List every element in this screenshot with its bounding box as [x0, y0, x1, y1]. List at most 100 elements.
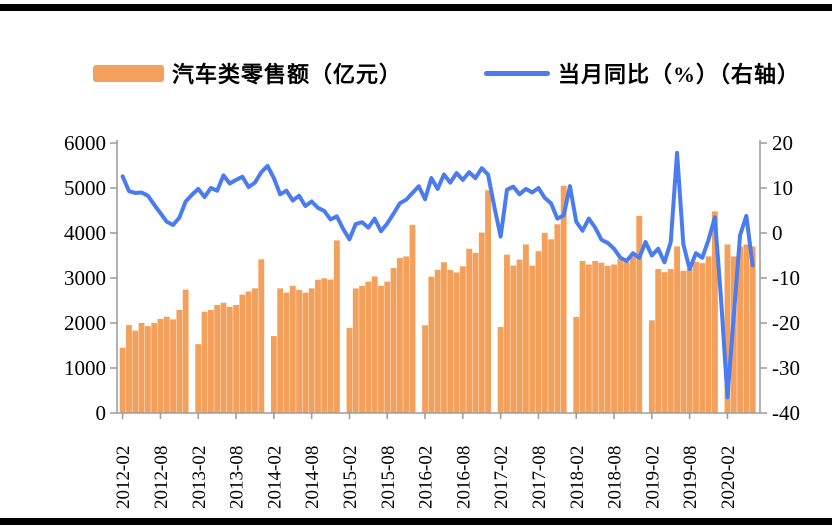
- bar: [283, 292, 290, 414]
- bar: [270, 336, 277, 413]
- bar: [176, 309, 183, 413]
- y-right-tick-label: 10: [772, 176, 793, 200]
- bar: [378, 285, 384, 414]
- y-left-tick-label: 5000: [64, 176, 106, 200]
- bar: [630, 256, 636, 413]
- legend-item-line-series: 当月同比（%）（右轴）: [484, 57, 800, 89]
- bar: [554, 224, 561, 413]
- trend-line: [120, 150, 755, 400]
- bar: [504, 254, 510, 413]
- bar: [220, 302, 227, 413]
- bar: [478, 232, 485, 413]
- x-tick-label: 2020-02: [718, 446, 739, 509]
- bar: [233, 305, 239, 413]
- x-tick-label: 2015-08: [378, 446, 399, 509]
- bar: [648, 320, 655, 413]
- x-tick-label: 2019-02: [642, 446, 663, 509]
- bar: [604, 265, 611, 413]
- bar: [611, 264, 617, 413]
- bar: [201, 311, 208, 413]
- bar: [359, 285, 365, 414]
- bar: [214, 305, 221, 413]
- x-tick-label: 2019-08: [680, 446, 701, 509]
- x-tick-label: 2012-08: [151, 446, 172, 509]
- bar: [346, 327, 353, 413]
- bar: [535, 251, 542, 413]
- bar: [226, 306, 233, 413]
- bar: [693, 261, 699, 413]
- bar: [409, 224, 416, 413]
- bar: [560, 185, 567, 413]
- x-tick-label: 2018-08: [605, 446, 626, 509]
- bar: [277, 288, 284, 413]
- x-tick-label: 2016-02: [416, 446, 437, 509]
- y-right-tick-label: 20: [772, 131, 793, 155]
- chart-legend: 汽车类零售额（亿元） 当月同比（%）（右轴）: [93, 56, 812, 90]
- bar: [592, 260, 599, 413]
- bar: [144, 326, 151, 413]
- line-series-label: 当月同比（%）（右轴）: [558, 62, 801, 87]
- line-series-swatch-icon: [484, 70, 551, 76]
- bar-series-label: 汽车类零售额（亿元）: [172, 62, 403, 87]
- bar-series-swatch-icon: [93, 64, 164, 82]
- bar: [302, 292, 309, 414]
- bar: [138, 323, 145, 413]
- bar: [422, 325, 428, 413]
- legend-item-bar-series: 汽车类零售额（亿元）: [93, 57, 402, 89]
- bar: [623, 262, 630, 413]
- bar: [686, 268, 693, 413]
- bar: [724, 244, 731, 413]
- bar: [315, 279, 321, 413]
- bar: [529, 265, 536, 414]
- bar: [548, 239, 554, 413]
- bar: [371, 276, 378, 413]
- bar: [573, 316, 580, 413]
- bar: [447, 269, 454, 413]
- bar: [252, 288, 258, 413]
- y-left-tick-label: 0: [96, 401, 107, 425]
- bar: [680, 270, 687, 413]
- bar: [749, 246, 756, 413]
- x-tick-label: 2014-08: [302, 446, 323, 509]
- bar: [296, 289, 302, 413]
- bar: [667, 269, 674, 413]
- bar: [485, 190, 491, 413]
- y-left-tick-label: 6000: [64, 131, 106, 155]
- bar: [516, 259, 523, 413]
- bar: [207, 309, 214, 413]
- y-left-tick-label: 2000: [64, 311, 106, 335]
- bar: [428, 276, 435, 413]
- y-left-tick-label: 3000: [64, 266, 106, 290]
- bar: [384, 281, 391, 413]
- x-tick-label: 2014-02: [264, 446, 285, 509]
- bar: [598, 262, 605, 413]
- bar: [441, 262, 447, 413]
- bar: [585, 264, 592, 413]
- x-tick-label: 2016-08: [453, 446, 474, 509]
- bar: [390, 268, 397, 413]
- bar: [466, 248, 473, 413]
- bar: [497, 327, 504, 413]
- bar: [239, 294, 246, 413]
- bar: [182, 289, 189, 413]
- bar: [321, 278, 328, 413]
- bar: [655, 269, 662, 413]
- bar: [699, 263, 706, 413]
- bar: [308, 288, 315, 413]
- bar: [333, 240, 340, 413]
- bar: [195, 344, 202, 413]
- bar: [579, 260, 586, 413]
- x-tick-label: 2017-08: [529, 446, 550, 509]
- bar: [157, 318, 164, 413]
- bar: [472, 252, 479, 413]
- bar: [453, 272, 460, 414]
- bar: [541, 232, 548, 413]
- top-frame-border: [0, 4, 832, 11]
- bar: [636, 215, 643, 413]
- y-right-tick-label: -20: [772, 311, 800, 335]
- bottom-frame-border: [0, 518, 832, 525]
- bar: [743, 244, 750, 413]
- x-tick-label: 2018-02: [567, 446, 588, 509]
- bar: [617, 259, 624, 413]
